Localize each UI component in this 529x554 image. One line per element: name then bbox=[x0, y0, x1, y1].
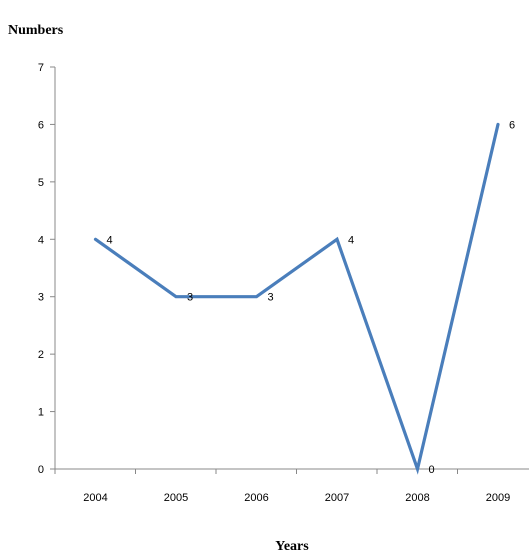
x-tick-label: 2008 bbox=[405, 492, 429, 504]
x-tick-label: 2005 bbox=[164, 492, 188, 504]
y-tick-label: 6 bbox=[38, 119, 44, 131]
y-tick-label: 3 bbox=[38, 292, 44, 304]
series-line bbox=[93, 122, 500, 475]
x-tick-label: 2007 bbox=[325, 492, 349, 504]
y-tick-label: 5 bbox=[38, 177, 44, 189]
y-axis-ticks: 0 1 2 3 4 5 6 7 bbox=[38, 62, 55, 476]
data-label: 6 bbox=[509, 119, 515, 131]
data-label: 0 bbox=[429, 464, 435, 476]
x-tick-label: 2009 bbox=[486, 492, 510, 504]
y-axis-title: Numbers bbox=[8, 23, 64, 38]
y-tick-label: 4 bbox=[38, 234, 44, 246]
x-tick-label: 2006 bbox=[244, 492, 268, 504]
series-group bbox=[93, 122, 500, 475]
data-label: 3 bbox=[187, 292, 193, 304]
y-tick-label: 1 bbox=[38, 407, 44, 419]
data-label: 4 bbox=[107, 234, 113, 246]
data-labels-group: 4 3 3 4 0 6 bbox=[107, 119, 516, 476]
y-tick-label: 7 bbox=[38, 62, 44, 74]
x-axis-title: Years bbox=[275, 539, 309, 554]
x-axis-ticks: 2004 2005 2006 2007 2008 2009 bbox=[54, 469, 510, 504]
data-label: 4 bbox=[348, 234, 354, 246]
y-tick-label: 0 bbox=[38, 464, 44, 476]
y-tick-label: 2 bbox=[38, 349, 44, 361]
x-tick-label: 2004 bbox=[83, 492, 107, 504]
data-label: 3 bbox=[268, 292, 274, 304]
